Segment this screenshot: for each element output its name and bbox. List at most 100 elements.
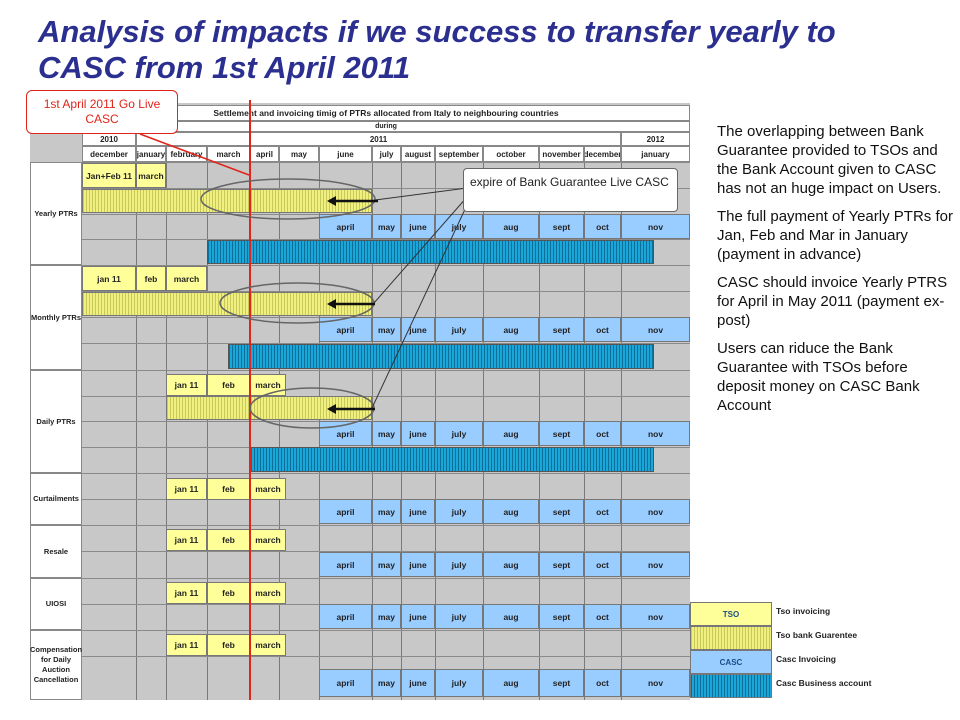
row-group-label: Yearly PTRs [30,162,82,265]
row-divider [82,162,690,163]
month-header-cell: october [483,146,539,162]
row-group-label: Resale [30,525,82,578]
table-header: Settlement and invoicing timig of PTRs a… [82,105,690,121]
casc-invoice-cell: aug [483,214,539,239]
casc-account-bar [207,240,654,264]
row-group-label: Compensation for Daily Auction Cancellat… [30,630,82,700]
golive-marker-line [249,100,251,700]
casc-invoice-cell: june [401,317,435,342]
explanation-paragraph-1: The overlapping between Bank Guarantee p… [717,123,942,197]
row-group-label: Curtailments [30,473,82,525]
casc-invoice-cell: april [319,214,372,239]
casc-invoice-cell: june [401,421,435,446]
casc-invoice-cell: nov [621,669,690,697]
casc-invoice-cell: aug [483,669,539,697]
casc-invoice-cell: nov [621,421,690,446]
casc-invoice-cell: aug [483,499,539,524]
legend-swatch-casc-account [690,674,772,698]
casc-invoice-cell: oct [584,552,621,577]
row-divider [82,656,690,657]
row-divider [82,525,690,526]
casc-invoice-cell: july [435,421,483,446]
year-2010: 2010 [82,132,136,146]
month-header-cell: november [539,146,584,162]
tso-invoice-cell: march [250,374,286,396]
row-divider [82,473,690,474]
explanation-paragraph-2: The full payment of Yearly PTRs for Jan,… [717,208,953,263]
month-header-cell: january [136,146,166,162]
casc-invoice-cell: july [435,317,483,342]
casc-invoice-cell: nov [621,317,690,342]
tso-invoice-cell: feb [207,634,250,656]
month-header-cell: july [372,146,401,162]
casc-invoice-cell: may [372,604,401,629]
legend-label-casc-account: Casc Business account [776,678,872,688]
tso-guarantee-bar [82,292,372,316]
explanation-text: The overlapping between Bank Guarantee p… [717,122,957,424]
casc-invoice-cell: aug [483,552,539,577]
casc-invoice-cell: april [319,499,372,524]
tso-guarantee-bar [166,396,372,420]
casc-invoice-cell: july [435,604,483,629]
casc-invoice-cell: april [319,317,372,342]
column-divider [166,162,167,700]
month-header-cell: may [279,146,319,162]
golive-callout: 1st April 2011 Go Live CASC [26,90,178,134]
column-divider [279,162,280,700]
tso-invoice-cell: jan 11 [82,266,136,291]
casc-invoice-cell: aug [483,317,539,342]
tso-invoice-cell: jan 11 [166,478,207,500]
casc-invoice-cell: april [319,421,372,446]
tso-guarantee-bar [82,189,372,213]
casc-invoice-cell: may [372,669,401,697]
tso-invoice-cell: Jan+Feb 11 [82,163,136,188]
casc-invoice-cell: sept [539,669,584,697]
month-header-cell: june [319,146,372,162]
tso-invoice-cell: jan 11 [166,634,207,656]
page-title: Analysis of impacts if we success to tra… [38,14,836,85]
tso-invoice-cell: feb [207,374,250,396]
month-header-cell: december [584,146,621,162]
casc-invoice-cell: sept [539,421,584,446]
casc-invoice-cell: july [435,669,483,697]
row-group-label: Monthly PTRs [30,265,82,370]
casc-invoice-cell: may [372,499,401,524]
tso-invoice-cell: jan 11 [166,582,207,604]
casc-invoice-cell: oct [584,499,621,524]
casc-invoice-cell: june [401,499,435,524]
legend: TSO Tso invoicing Tso bank Guarentee CAS… [690,598,890,700]
casc-invoice-cell: june [401,552,435,577]
row-divider [82,578,690,579]
month-header-cell: march [207,146,250,162]
casc-invoice-cell: sept [539,604,584,629]
casc-invoice-cell: nov [621,604,690,629]
casc-invoice-cell: july [435,552,483,577]
tso-invoice-cell: march [166,266,207,291]
casc-invoice-cell: june [401,604,435,629]
casc-invoice-cell: aug [483,604,539,629]
tso-invoice-cell: march [136,163,166,188]
explanation-paragraph-3: CASC should invoice Yearly PTRS for Apri… [717,274,948,329]
casc-account-bar [250,447,654,472]
tso-invoice-cell: jan 11 [166,374,207,396]
casc-account-bar [228,344,654,369]
casc-invoice-cell: nov [621,214,690,239]
row-divider [82,370,690,371]
month-header-cell: january [621,146,690,162]
legend-swatch-tso-invoicing: TSO [690,602,772,626]
month-header-cell: august [401,146,435,162]
casc-invoice-cell: oct [584,421,621,446]
casc-invoice-cell: sept [539,552,584,577]
casc-invoice-cell: june [401,669,435,697]
tso-invoice-cell: march [250,529,286,551]
month-header-cell: april [250,146,279,162]
year-2012: 2012 [621,132,690,146]
casc-invoice-cell: may [372,317,401,342]
column-divider [136,162,137,700]
legend-swatch-tso-guarantee [690,626,772,650]
casc-invoice-cell: may [372,552,401,577]
legend-label-tso-guarantee: Tso bank Guarentee [776,630,858,640]
casc-invoice-cell: oct [584,669,621,697]
casc-invoice-cell: july [435,214,483,239]
column-divider [207,162,208,700]
